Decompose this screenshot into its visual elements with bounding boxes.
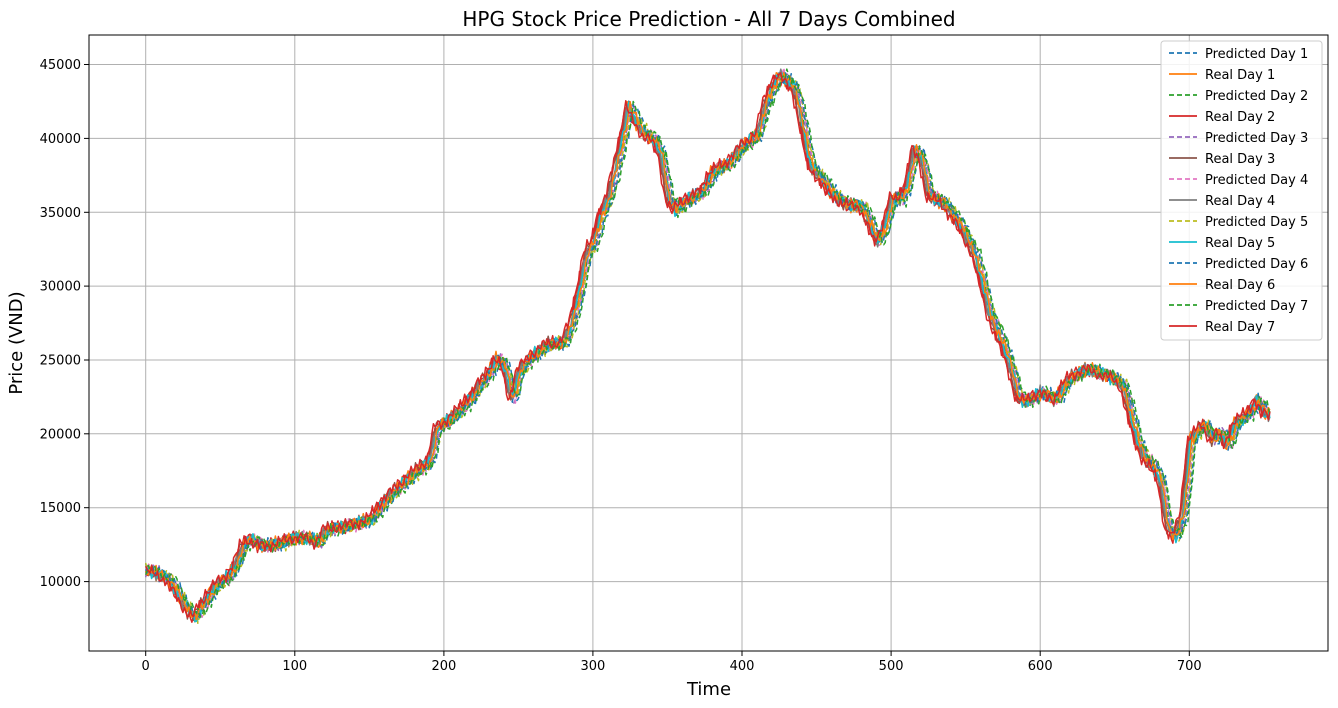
legend-label: Predicted Day 5: [1205, 215, 1308, 230]
x-tick-label: 600: [1028, 659, 1053, 674]
chart-title: HPG Stock Price Prediction - All 7 Days …: [462, 7, 955, 31]
y-tick-label: 45000: [40, 58, 81, 73]
x-tick-label: 200: [431, 659, 456, 674]
y-tick-label: 40000: [40, 132, 81, 147]
x-axis-label: Time: [686, 679, 731, 700]
y-tick-label: 30000: [40, 280, 81, 295]
y-tick-label: 20000: [40, 427, 81, 442]
y-tick-label: 35000: [40, 206, 81, 221]
plot-area: [144, 67, 1271, 625]
legend: Predicted Day 1 Real Day 1 Predicted Day 2…: [1160, 40, 1323, 341]
legend-label: Predicted Day 3: [1205, 131, 1308, 146]
legend-label: Real Day 5: [1205, 236, 1275, 251]
legend-label: Real Day 1: [1205, 68, 1275, 83]
legend-label: Predicted Day 1: [1205, 47, 1308, 62]
legend-label: Predicted Day 4: [1205, 173, 1308, 188]
legend-label: Real Day 6: [1205, 278, 1275, 293]
x-tick-label: 0: [142, 659, 150, 674]
legend-label: Real Day 7: [1205, 320, 1275, 335]
legend-label: Predicted Day 7: [1205, 299, 1308, 314]
legend-label: Real Day 4: [1205, 194, 1275, 209]
x-tick-label: 700: [1177, 659, 1202, 674]
legend-label: Predicted Day 6: [1205, 257, 1308, 272]
y-axis-label: Price (VND): [6, 291, 27, 394]
x-tick-label: 500: [879, 659, 904, 674]
series-line-14: [145, 72, 1271, 619]
legend-label: Real Day 2: [1205, 110, 1275, 125]
series-line-13: [144, 68, 1271, 618]
axes-frame: [88, 34, 1329, 652]
x-tick-label: 300: [580, 659, 605, 674]
legend-label: Predicted Day 2: [1205, 89, 1308, 104]
x-tick-label: 100: [282, 659, 307, 674]
y-tick-label: 25000: [40, 354, 81, 369]
axis-ticks: 0 100 200 300 400 500 600 700 10000 15000 20000 250…: [40, 58, 1202, 674]
legend-box: [1160, 40, 1323, 341]
x-tick-label: 400: [730, 659, 755, 674]
y-tick-label: 10000: [40, 575, 81, 590]
legend-label: Real Day 3: [1205, 152, 1275, 167]
y-tick-label: 15000: [40, 501, 81, 516]
